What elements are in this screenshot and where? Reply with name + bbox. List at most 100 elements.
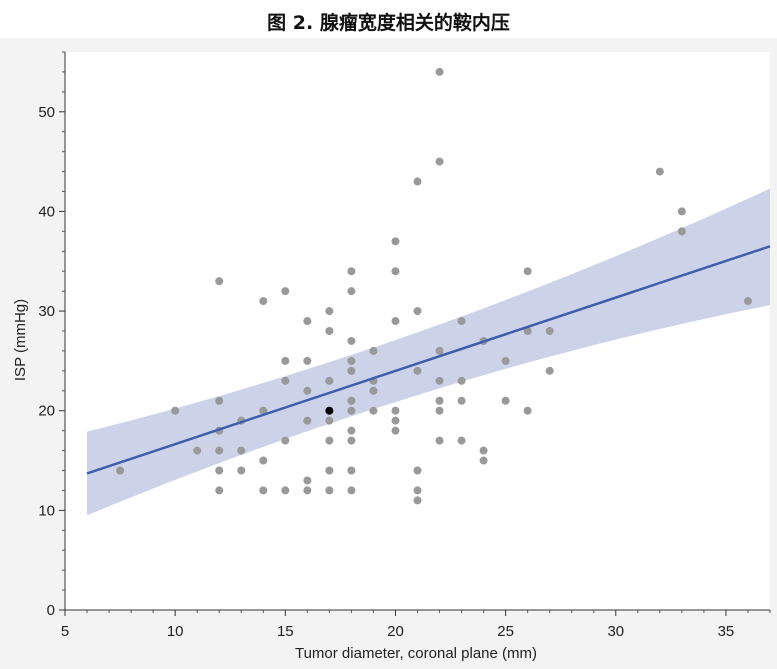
data-point <box>545 327 554 335</box>
data-point <box>369 406 378 415</box>
data-point <box>215 396 224 405</box>
confidence-band <box>87 188 770 516</box>
data-point <box>259 297 268 306</box>
data-point <box>281 376 290 385</box>
axes-layer: 5 10 15 20 25 30 35 0 10 20 30 40 50 <box>38 51 771 640</box>
data-point <box>391 317 400 326</box>
y-tick-label: 30 <box>38 303 55 320</box>
data-point <box>215 277 224 286</box>
data-point <box>347 426 356 435</box>
data-point <box>171 406 180 415</box>
data-point <box>259 406 268 415</box>
data-point <box>523 267 532 276</box>
y-tick-label: 10 <box>38 502 55 519</box>
y-tick-label: 0 <box>47 602 55 619</box>
data-point <box>303 386 312 395</box>
data-point <box>413 366 422 375</box>
x-tick-label: 15 <box>277 623 294 640</box>
data-point <box>457 317 466 326</box>
y-tick-label: 20 <box>38 403 55 420</box>
data-point <box>347 287 356 296</box>
data-point <box>457 436 466 445</box>
data-point <box>501 356 510 365</box>
data-point <box>391 416 400 425</box>
data-point <box>325 466 334 475</box>
data-point <box>655 167 664 176</box>
data-point <box>391 406 400 415</box>
data-point <box>413 307 422 316</box>
data-point <box>325 327 334 335</box>
data-point <box>325 307 334 316</box>
data-point <box>435 157 444 166</box>
data-point <box>435 346 444 355</box>
data-point <box>391 426 400 435</box>
x-tick-label: 10 <box>167 623 184 640</box>
x-tick-label: 35 <box>718 623 735 640</box>
data-point <box>413 466 422 475</box>
figure-title: 图 2. 腺瘤宽度相关的鞍内压 <box>267 12 510 34</box>
data-point <box>743 297 752 306</box>
data-point <box>347 486 356 495</box>
data-point <box>347 466 356 475</box>
data-point <box>435 67 444 76</box>
data-point <box>303 356 312 365</box>
y-tick-label: 50 <box>38 104 55 121</box>
data-point <box>435 406 444 415</box>
data-point <box>435 376 444 385</box>
data-point <box>215 446 224 455</box>
data-point <box>523 406 532 415</box>
data-point <box>116 466 125 475</box>
y-axis-label: ISP (mmHg) <box>12 299 29 381</box>
data-point <box>501 396 510 405</box>
data-point <box>545 366 554 375</box>
data-point <box>237 446 246 455</box>
fit-line-layer <box>86 245 771 475</box>
data-point <box>325 486 334 495</box>
data-point <box>303 317 312 326</box>
x-tick-label: 25 <box>497 623 514 640</box>
data-point <box>281 486 290 495</box>
data-point <box>281 356 290 365</box>
x-axis-label: Tumor diameter, coronal plane (mm) <box>295 645 537 662</box>
points-layer <box>116 67 752 505</box>
data-point <box>347 366 356 375</box>
data-point <box>435 396 444 405</box>
data-point <box>325 416 334 425</box>
data-point <box>391 267 400 276</box>
highlighted-data-point <box>325 406 334 415</box>
y-tick-label: 40 <box>38 203 55 220</box>
data-point <box>435 436 444 445</box>
data-point <box>237 466 246 475</box>
x-tick-label: 5 <box>61 623 69 640</box>
data-point <box>303 486 312 495</box>
data-point <box>347 267 356 276</box>
data-point <box>413 177 422 186</box>
data-point <box>413 486 422 495</box>
data-point <box>193 446 202 455</box>
data-point <box>369 386 378 395</box>
plot-background <box>65 52 770 610</box>
data-point <box>303 416 312 425</box>
data-point <box>677 207 686 216</box>
data-point <box>347 336 356 345</box>
confidence-band-layer <box>87 188 770 516</box>
data-point <box>479 456 488 465</box>
data-point <box>215 486 224 495</box>
data-point <box>457 396 466 405</box>
data-point <box>215 466 224 475</box>
data-point <box>479 446 488 455</box>
data-point <box>347 406 356 415</box>
data-point <box>523 327 532 335</box>
data-point <box>347 396 356 405</box>
data-point <box>281 287 290 296</box>
data-point <box>259 456 268 465</box>
data-point <box>347 436 356 445</box>
plot-area <box>65 52 770 610</box>
data-point <box>259 486 268 495</box>
data-point <box>325 436 334 445</box>
data-point <box>369 346 378 355</box>
data-point <box>281 436 290 445</box>
x-tick-label: 30 <box>607 623 624 640</box>
regression-line <box>86 245 771 475</box>
